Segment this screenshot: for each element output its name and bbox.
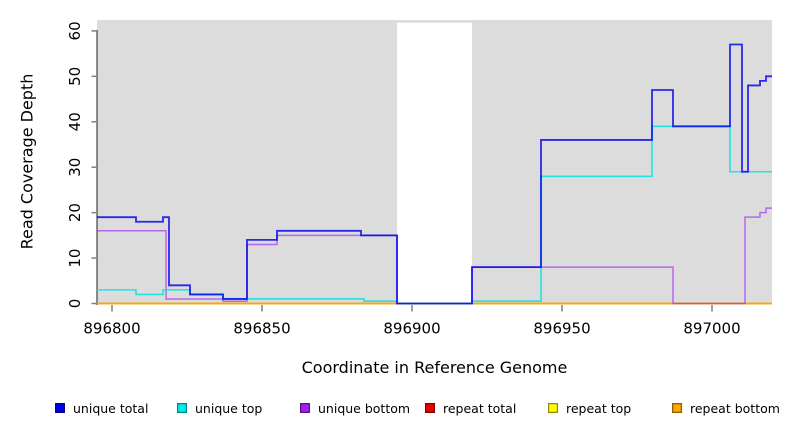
y-tick-label: 50 bbox=[66, 67, 84, 86]
legend-item-unique-top: unique top bbox=[177, 398, 262, 418]
legend-label: repeat top bbox=[566, 400, 632, 416]
y-tick-label: 0 bbox=[66, 299, 84, 309]
legend-swatch-icon bbox=[300, 403, 310, 413]
legend-swatch-icon bbox=[672, 403, 682, 413]
legend-swatch-icon bbox=[425, 403, 435, 413]
y-tick-label: 60 bbox=[66, 21, 84, 40]
legend-item-repeat-total: repeat total bbox=[425, 398, 516, 418]
legend: unique total unique top unique bottom repea… bbox=[0, 398, 792, 420]
y-tick-label: 20 bbox=[66, 203, 84, 222]
legend-item-repeat-bottom: repeat bottom bbox=[672, 398, 780, 418]
legend-swatch-icon bbox=[177, 403, 187, 413]
x-tick-label: 896800 bbox=[83, 320, 140, 338]
x-tick-label: 897000 bbox=[683, 320, 740, 338]
x-tick-label: 896850 bbox=[233, 320, 290, 338]
legend-label: unique total bbox=[73, 400, 149, 416]
y-tick-label: 10 bbox=[66, 249, 84, 268]
y-tick-label: 40 bbox=[66, 112, 84, 131]
legend-label: repeat bottom bbox=[690, 400, 780, 416]
legend-item-unique-bottom: unique bottom bbox=[300, 398, 410, 418]
series-unique-total bbox=[97, 43, 772, 305]
series-unique-top bbox=[97, 125, 772, 305]
legend-label: unique bottom bbox=[318, 400, 411, 416]
legend-item-repeat-top: repeat top bbox=[548, 398, 631, 418]
x-tick-label: 896900 bbox=[383, 320, 440, 338]
legend-label: repeat total bbox=[443, 400, 517, 416]
legend-swatch-icon bbox=[548, 403, 558, 413]
legend-swatch-icon bbox=[55, 403, 65, 413]
gap-band bbox=[397, 22, 472, 305]
legend-item-unique-total: unique total bbox=[55, 398, 148, 418]
legend-label: unique top bbox=[195, 400, 263, 416]
x-tick-label: 896950 bbox=[533, 320, 590, 338]
y-axis-title: Read Coverage Depth bbox=[17, 73, 37, 250]
y-tick-label: 30 bbox=[66, 158, 84, 177]
x-axis-title: Coordinate in Reference Genome bbox=[301, 358, 568, 377]
